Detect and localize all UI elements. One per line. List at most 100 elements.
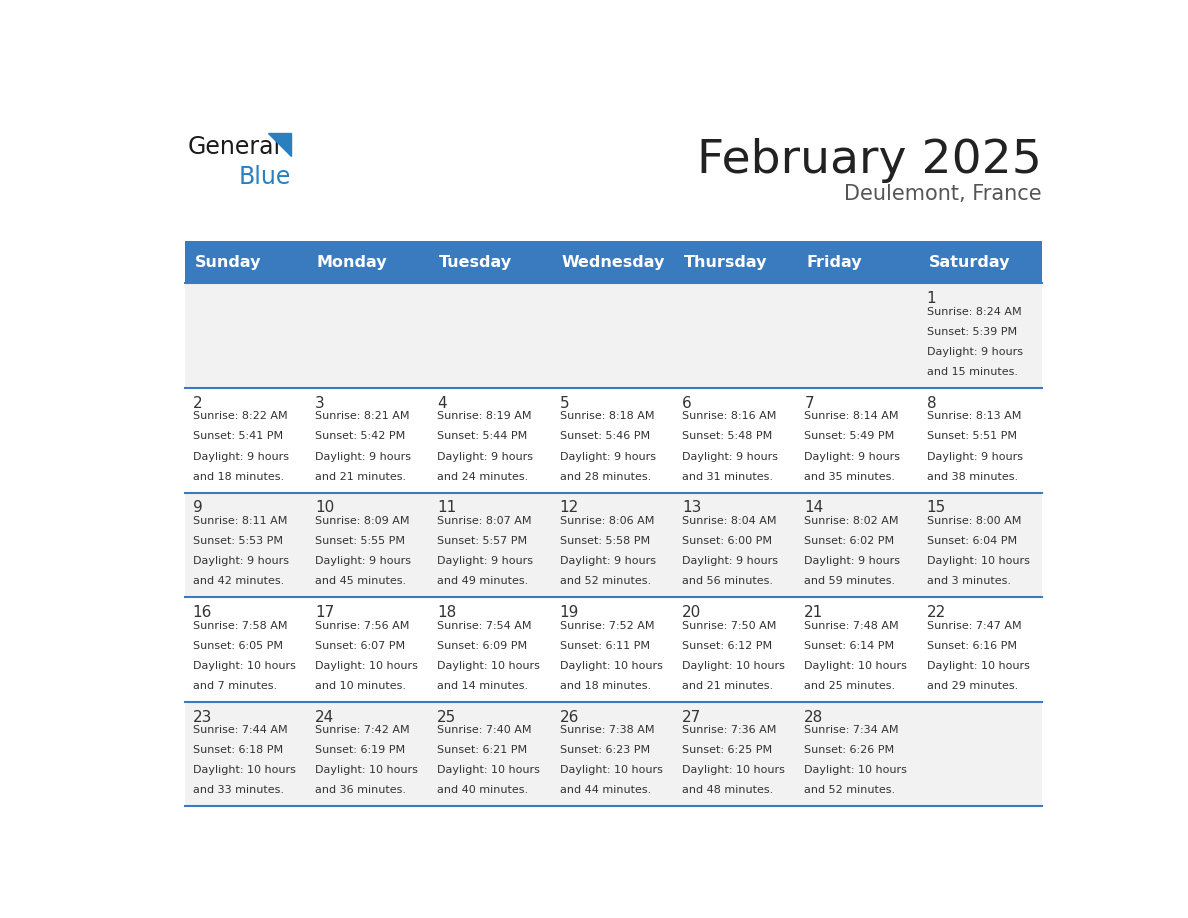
- Text: and 52 minutes.: and 52 minutes.: [560, 577, 651, 587]
- Text: Monday: Monday: [317, 254, 387, 270]
- Bar: [185, 388, 1042, 493]
- Text: Daylight: 9 hours: Daylight: 9 hours: [192, 556, 289, 566]
- Text: Daylight: 10 hours: Daylight: 10 hours: [192, 766, 296, 776]
- Text: Sunset: 6:18 PM: Sunset: 6:18 PM: [192, 745, 283, 756]
- Text: Daylight: 9 hours: Daylight: 9 hours: [192, 452, 289, 462]
- Text: 4: 4: [437, 396, 447, 410]
- Text: Sunrise: 7:36 AM: Sunrise: 7:36 AM: [682, 725, 776, 735]
- Text: 14: 14: [804, 500, 823, 515]
- Text: Sunday: Sunday: [195, 254, 261, 270]
- Text: Sunset: 5:53 PM: Sunset: 5:53 PM: [192, 536, 283, 546]
- Text: 11: 11: [437, 500, 456, 515]
- Text: 28: 28: [804, 710, 823, 724]
- Text: Sunset: 6:11 PM: Sunset: 6:11 PM: [560, 641, 650, 651]
- Text: Daylight: 10 hours: Daylight: 10 hours: [437, 766, 541, 776]
- Text: Thursday: Thursday: [684, 254, 767, 270]
- Text: 2: 2: [192, 396, 202, 410]
- Text: Daylight: 9 hours: Daylight: 9 hours: [682, 452, 778, 462]
- Text: and 52 minutes.: and 52 minutes.: [804, 786, 896, 796]
- Text: Sunset: 6:12 PM: Sunset: 6:12 PM: [682, 641, 772, 651]
- Text: Daylight: 10 hours: Daylight: 10 hours: [927, 661, 1030, 671]
- Text: Sunrise: 8:16 AM: Sunrise: 8:16 AM: [682, 411, 776, 421]
- Text: Friday: Friday: [807, 254, 861, 270]
- Text: and 44 minutes.: and 44 minutes.: [560, 786, 651, 796]
- Text: 23: 23: [192, 710, 213, 724]
- Text: 5: 5: [560, 396, 569, 410]
- Text: Daylight: 9 hours: Daylight: 9 hours: [804, 452, 901, 462]
- Text: 9: 9: [192, 500, 202, 515]
- Text: Daylight: 9 hours: Daylight: 9 hours: [315, 556, 411, 566]
- Text: 22: 22: [927, 605, 946, 620]
- Text: Sunset: 5:55 PM: Sunset: 5:55 PM: [315, 536, 405, 546]
- Text: Blue: Blue: [239, 165, 291, 189]
- Bar: [185, 701, 1042, 806]
- Text: 1: 1: [927, 291, 936, 306]
- Text: Daylight: 10 hours: Daylight: 10 hours: [315, 661, 418, 671]
- Text: Daylight: 10 hours: Daylight: 10 hours: [682, 766, 785, 776]
- Bar: [185, 241, 1042, 284]
- Text: Sunset: 5:44 PM: Sunset: 5:44 PM: [437, 431, 527, 442]
- Text: Sunset: 6:16 PM: Sunset: 6:16 PM: [927, 641, 1017, 651]
- Text: Daylight: 10 hours: Daylight: 10 hours: [804, 766, 908, 776]
- Text: Sunrise: 8:24 AM: Sunrise: 8:24 AM: [927, 307, 1022, 317]
- Text: Sunset: 6:19 PM: Sunset: 6:19 PM: [315, 745, 405, 756]
- Text: Sunset: 6:26 PM: Sunset: 6:26 PM: [804, 745, 895, 756]
- Text: Tuesday: Tuesday: [440, 254, 512, 270]
- Text: Sunset: 6:14 PM: Sunset: 6:14 PM: [804, 641, 895, 651]
- Text: Sunrise: 8:11 AM: Sunrise: 8:11 AM: [192, 516, 287, 526]
- Text: and 24 minutes.: and 24 minutes.: [437, 472, 529, 482]
- Text: and 7 minutes.: and 7 minutes.: [192, 681, 277, 691]
- Text: Sunset: 5:48 PM: Sunset: 5:48 PM: [682, 431, 772, 442]
- Text: Sunrise: 7:52 AM: Sunrise: 7:52 AM: [560, 621, 655, 631]
- Text: Sunrise: 7:48 AM: Sunrise: 7:48 AM: [804, 621, 899, 631]
- Text: and 36 minutes.: and 36 minutes.: [315, 786, 406, 796]
- Text: and 25 minutes.: and 25 minutes.: [804, 681, 896, 691]
- Text: Sunrise: 8:21 AM: Sunrise: 8:21 AM: [315, 411, 410, 421]
- Text: Sunrise: 7:42 AM: Sunrise: 7:42 AM: [315, 725, 410, 735]
- Text: 12: 12: [560, 500, 579, 515]
- Text: and 45 minutes.: and 45 minutes.: [315, 577, 406, 587]
- Text: Sunrise: 8:09 AM: Sunrise: 8:09 AM: [315, 516, 410, 526]
- Text: Sunrise: 8:18 AM: Sunrise: 8:18 AM: [560, 411, 655, 421]
- Text: and 42 minutes.: and 42 minutes.: [192, 577, 284, 587]
- Text: Deulemont, France: Deulemont, France: [843, 185, 1042, 205]
- Text: 27: 27: [682, 710, 701, 724]
- Text: 24: 24: [315, 710, 334, 724]
- Polygon shape: [268, 133, 291, 156]
- Text: Sunrise: 7:44 AM: Sunrise: 7:44 AM: [192, 725, 287, 735]
- Text: 7: 7: [804, 396, 814, 410]
- Text: Daylight: 10 hours: Daylight: 10 hours: [560, 766, 663, 776]
- Text: 20: 20: [682, 605, 701, 620]
- Text: and 21 minutes.: and 21 minutes.: [315, 472, 406, 482]
- Text: Daylight: 9 hours: Daylight: 9 hours: [560, 452, 656, 462]
- Text: Daylight: 10 hours: Daylight: 10 hours: [804, 661, 908, 671]
- Text: Sunrise: 7:50 AM: Sunrise: 7:50 AM: [682, 621, 776, 631]
- Text: Daylight: 9 hours: Daylight: 9 hours: [804, 556, 901, 566]
- Text: 18: 18: [437, 605, 456, 620]
- Text: Sunrise: 8:14 AM: Sunrise: 8:14 AM: [804, 411, 899, 421]
- Text: Sunrise: 7:38 AM: Sunrise: 7:38 AM: [560, 725, 655, 735]
- Text: 8: 8: [927, 396, 936, 410]
- Text: Sunset: 6:04 PM: Sunset: 6:04 PM: [927, 536, 1017, 546]
- Text: and 49 minutes.: and 49 minutes.: [437, 577, 529, 587]
- Text: General: General: [188, 135, 280, 159]
- Text: Sunrise: 8:00 AM: Sunrise: 8:00 AM: [927, 516, 1020, 526]
- Text: Daylight: 9 hours: Daylight: 9 hours: [437, 452, 533, 462]
- Text: Daylight: 9 hours: Daylight: 9 hours: [437, 556, 533, 566]
- Text: and 38 minutes.: and 38 minutes.: [927, 472, 1018, 482]
- Text: and 18 minutes.: and 18 minutes.: [560, 681, 651, 691]
- Text: February 2025: February 2025: [696, 139, 1042, 184]
- Text: Sunset: 6:00 PM: Sunset: 6:00 PM: [682, 536, 772, 546]
- Text: Daylight: 10 hours: Daylight: 10 hours: [437, 661, 541, 671]
- Bar: [185, 493, 1042, 598]
- Text: 15: 15: [927, 500, 946, 515]
- Text: Sunset: 6:05 PM: Sunset: 6:05 PM: [192, 641, 283, 651]
- Text: Sunset: 5:46 PM: Sunset: 5:46 PM: [560, 431, 650, 442]
- Text: 3: 3: [315, 396, 324, 410]
- Text: 26: 26: [560, 710, 579, 724]
- Text: Sunrise: 8:04 AM: Sunrise: 8:04 AM: [682, 516, 777, 526]
- Text: Sunset: 6:09 PM: Sunset: 6:09 PM: [437, 641, 527, 651]
- Text: and 35 minutes.: and 35 minutes.: [804, 472, 896, 482]
- Text: and 29 minutes.: and 29 minutes.: [927, 681, 1018, 691]
- Text: Sunset: 5:39 PM: Sunset: 5:39 PM: [927, 327, 1017, 337]
